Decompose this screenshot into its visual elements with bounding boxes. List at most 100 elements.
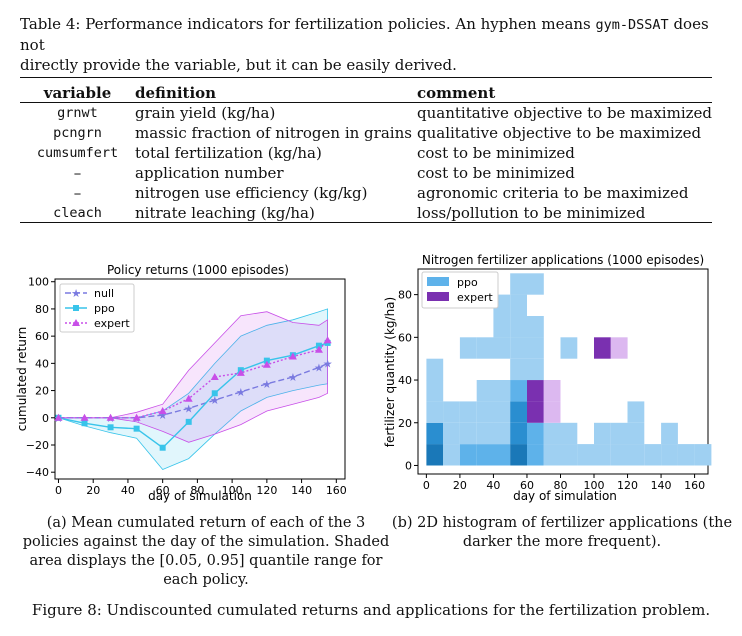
hist-cell — [560, 444, 578, 466]
hist-cell — [493, 422, 511, 445]
table-caption-code: gym-DSSAT — [595, 17, 669, 33]
cell-comment: cost to be minimized — [417, 144, 575, 162]
table-row: – application number cost to be minimize… — [20, 163, 712, 183]
hist-cell — [510, 444, 527, 466]
hist-cell — [493, 401, 511, 423]
cell-comment: loss/pollution to be minimized — [417, 204, 646, 222]
hist-cell — [627, 444, 645, 466]
point-expert — [158, 406, 167, 414]
hist-cell — [527, 358, 544, 381]
x-tick-label: 100 — [584, 479, 605, 492]
legend-box — [59, 283, 135, 333]
hist-cell — [527, 422, 544, 445]
point-ppo — [185, 418, 192, 425]
point-null: ★ — [262, 378, 272, 391]
x-tick-label: 140 — [291, 484, 312, 497]
table-row: cumsumfert total fertilization (kg/ha) c… — [20, 143, 712, 163]
point-expert — [236, 368, 245, 376]
hist-cell — [543, 444, 561, 466]
hist-cell — [610, 337, 628, 359]
hist-cell — [459, 401, 477, 423]
hist-cell — [476, 380, 494, 402]
x-tick-label: 40 — [121, 484, 135, 497]
table-header-rule — [20, 102, 712, 103]
x-tick-label: 60 — [156, 484, 170, 497]
y-tick-label: 40 — [35, 357, 49, 370]
hist-cell — [543, 422, 561, 445]
hist-cell — [426, 380, 444, 402]
hist-cell — [493, 316, 511, 338]
table-caption-line2: directly provide the variable, but it ca… — [20, 56, 457, 74]
point-expert — [314, 345, 323, 353]
table-bottom-rule — [20, 222, 712, 223]
legend-label-ppo: ppo — [94, 302, 115, 315]
performance-table: variable definition comment grnwt grain … — [20, 82, 712, 223]
band-expert — [58, 311, 328, 443]
hist-cell — [594, 337, 611, 359]
hist-cell — [694, 444, 712, 466]
header-variable: variable — [43, 83, 112, 102]
x-tick-label: 20 — [86, 484, 100, 497]
table-header-row: variable definition comment — [20, 82, 712, 103]
legend-swatch-ppo — [427, 277, 449, 286]
chart-b-title: Nitrogen fertilizer applications (1000 e… — [422, 253, 704, 267]
point-ppo — [107, 424, 114, 431]
table-top-rule — [20, 77, 712, 78]
point-ppo — [159, 444, 166, 451]
table-row: grnwt grain yield (kg/ha) quantitative o… — [20, 103, 712, 123]
hist-cell — [493, 380, 511, 402]
hist-cell — [610, 444, 628, 466]
hist-cell — [543, 401, 561, 423]
point-expert — [210, 372, 219, 380]
hist-cell — [459, 422, 477, 445]
point-ppo — [133, 425, 140, 432]
x-tick-label: 120 — [256, 484, 277, 497]
y-tick-label: 60 — [35, 330, 49, 343]
cell-comment: agronomic criteria to be maximized — [417, 184, 689, 202]
x-tick-label: 20 — [453, 479, 467, 492]
hist-cell — [476, 422, 494, 445]
subcaption-a-line: policies against the day of the simulati… — [22, 534, 390, 550]
x-tick-label: 120 — [617, 479, 638, 492]
point-null: ★ — [210, 394, 220, 407]
hist-cell — [527, 273, 544, 295]
cell-variable: cumsumfert — [36, 145, 119, 161]
hist-cell — [677, 444, 695, 466]
cell-definition: nitrogen use efficiency (kg/kg) — [135, 184, 368, 202]
hist-cell — [493, 444, 511, 466]
table-row: cleach nitrate leaching (kg/ha) loss/pol… — [20, 203, 712, 223]
hist-cell — [459, 337, 477, 359]
legend-label-null: null — [94, 287, 114, 300]
cell-definition: nitrate leaching (kg/ha) — [135, 204, 315, 222]
cell-comment: qualitative objective to be maximized — [417, 124, 702, 142]
hist-cell — [527, 316, 544, 338]
cell-variable: – — [73, 164, 82, 182]
legend-marker-expert — [72, 319, 80, 326]
point-null: ★ — [323, 357, 333, 370]
figure-caption: Figure 8: Undiscounted cumulated returns… — [31, 601, 711, 619]
table-caption: Table 4: Performance indicators for fert… — [20, 14, 720, 75]
point-null: ★ — [314, 361, 324, 374]
point-expert — [323, 336, 332, 344]
cell-definition: application number — [135, 164, 284, 182]
subcaption-a-line: area displays the [0.05, 0.95] quantile … — [29, 553, 383, 569]
figure-panels: Policy returns (1000 episodes) ★★★★★★★★★… — [15, 253, 712, 503]
chart-a-title: Policy returns (1000 episodes) — [107, 263, 289, 277]
point-expert — [132, 413, 141, 421]
x-tick-label: 60 — [520, 479, 534, 492]
hist-cell — [577, 444, 594, 466]
table-row: – nitrogen use efficiency (kg/kg) agrono… — [20, 183, 712, 203]
hist-cell — [661, 444, 678, 466]
chart-a-xlabel: day of simulation — [148, 489, 252, 503]
point-expert — [288, 352, 297, 360]
header-comment: comment — [417, 83, 496, 102]
table-row: pcngrn massic fraction of nitrogen in gr… — [20, 123, 712, 143]
y-tick-label: 0 — [405, 459, 412, 472]
point-ppo — [81, 420, 88, 427]
hist-cell — [510, 294, 527, 316]
point-null: ★ — [184, 402, 194, 415]
legend-label-ppo: ppo — [457, 276, 478, 289]
hist-cell — [459, 444, 477, 466]
hist-cell — [426, 401, 444, 423]
hist-cell — [560, 337, 578, 359]
